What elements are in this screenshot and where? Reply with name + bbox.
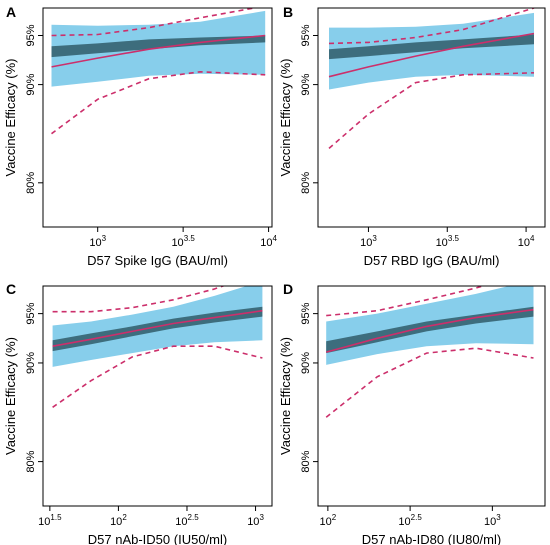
y-tick-label: 90% [300,73,312,95]
plot-area [52,286,263,408]
x-tick-label: 103 [484,513,501,528]
panel-letter: B [283,4,293,20]
y-tick-label: 95% [300,24,312,46]
ci-lower-line [328,72,535,150]
y-tick-label: 90% [25,352,37,374]
estimate-line [51,34,266,68]
inner-ribbon [329,34,534,60]
estimate-line [325,308,534,353]
y-tick-label: 95% [300,302,312,324]
outer-ribbon [329,12,534,90]
inner-ribbon [326,306,534,354]
estimate-line [52,309,263,347]
panel-letter: D [283,281,293,297]
x-tick-label: 103 [360,234,377,249]
panel-c: C 80% 90% 95% 101.5 102 102.5 103 D57 nAb-ID50 (… [3,281,273,545]
x-axis-title: D57 RBD IgG (BAU/ml) [364,253,500,268]
x-tick-label: 104 [260,234,277,249]
panel-b: B 80% 90% 95% 103 103.5 104 D57 RBD IgG (BAU/ml… [278,4,546,268]
y-tick-label: 90% [300,352,312,374]
x-tick-label: 103.5 [171,234,195,249]
panel-a: A 80% 90% 95% 103 103.5 104 D57 Spike IgG (BAU/… [3,4,277,268]
y-tick-label: 95% [25,302,37,324]
y-tick-label: 80% [25,172,37,194]
panel-letter: C [6,281,16,297]
ci-upper-line [326,286,486,317]
plot-area [325,286,534,418]
plot-frame [42,285,273,507]
y-tick-label: 80% [300,450,312,472]
x-axis-title: D57 Spike IgG (BAU/ml) [87,253,228,268]
y-tick-label: 95% [25,24,37,46]
ci-lower-line [325,347,534,418]
x-tick-label: 102.5 [398,513,422,528]
plot-frame [317,7,546,228]
ci-lower-line [51,70,266,135]
estimate-line [328,32,535,78]
plot-frame [317,285,546,507]
x-tick-label: 103 [247,513,264,528]
y-axis-title: Vaccine Efficacy (%) [3,337,18,455]
y-tick-label: 90% [25,73,37,95]
panel-letter: A [6,4,16,20]
x-tick-label: 102.5 [175,513,199,528]
plot-area [51,8,266,135]
x-tick-label: 102 [110,513,127,528]
x-tick-label: 102 [320,513,337,528]
ci-upper-line [51,8,259,37]
plot-area [328,8,535,150]
x-tick-label: 104 [518,234,535,249]
ci-lower-line [52,345,263,408]
panel-d: D 80% 90% 95% 102 102.5 103 D57 nAb-ID80 (IU80/… [278,281,546,545]
y-axis-title: Vaccine Efficacy (%) [278,58,293,176]
y-tick-label: 80% [25,450,37,472]
plot-frame [42,7,273,228]
x-tick-label: 103.5 [436,234,460,249]
x-axis-title: D57 nAb-ID80 (IU80/ml) [362,532,501,545]
y-axis-title: Vaccine Efficacy (%) [3,58,18,176]
y-tick-label: 80% [300,172,312,194]
x-tick-label: 101.5 [38,513,62,528]
x-axis-title: D57 nAb-ID50 (IU50/ml) [88,532,227,545]
y-axis-title: Vaccine Efficacy (%) [278,337,293,455]
x-tick-label: 103 [89,234,106,249]
